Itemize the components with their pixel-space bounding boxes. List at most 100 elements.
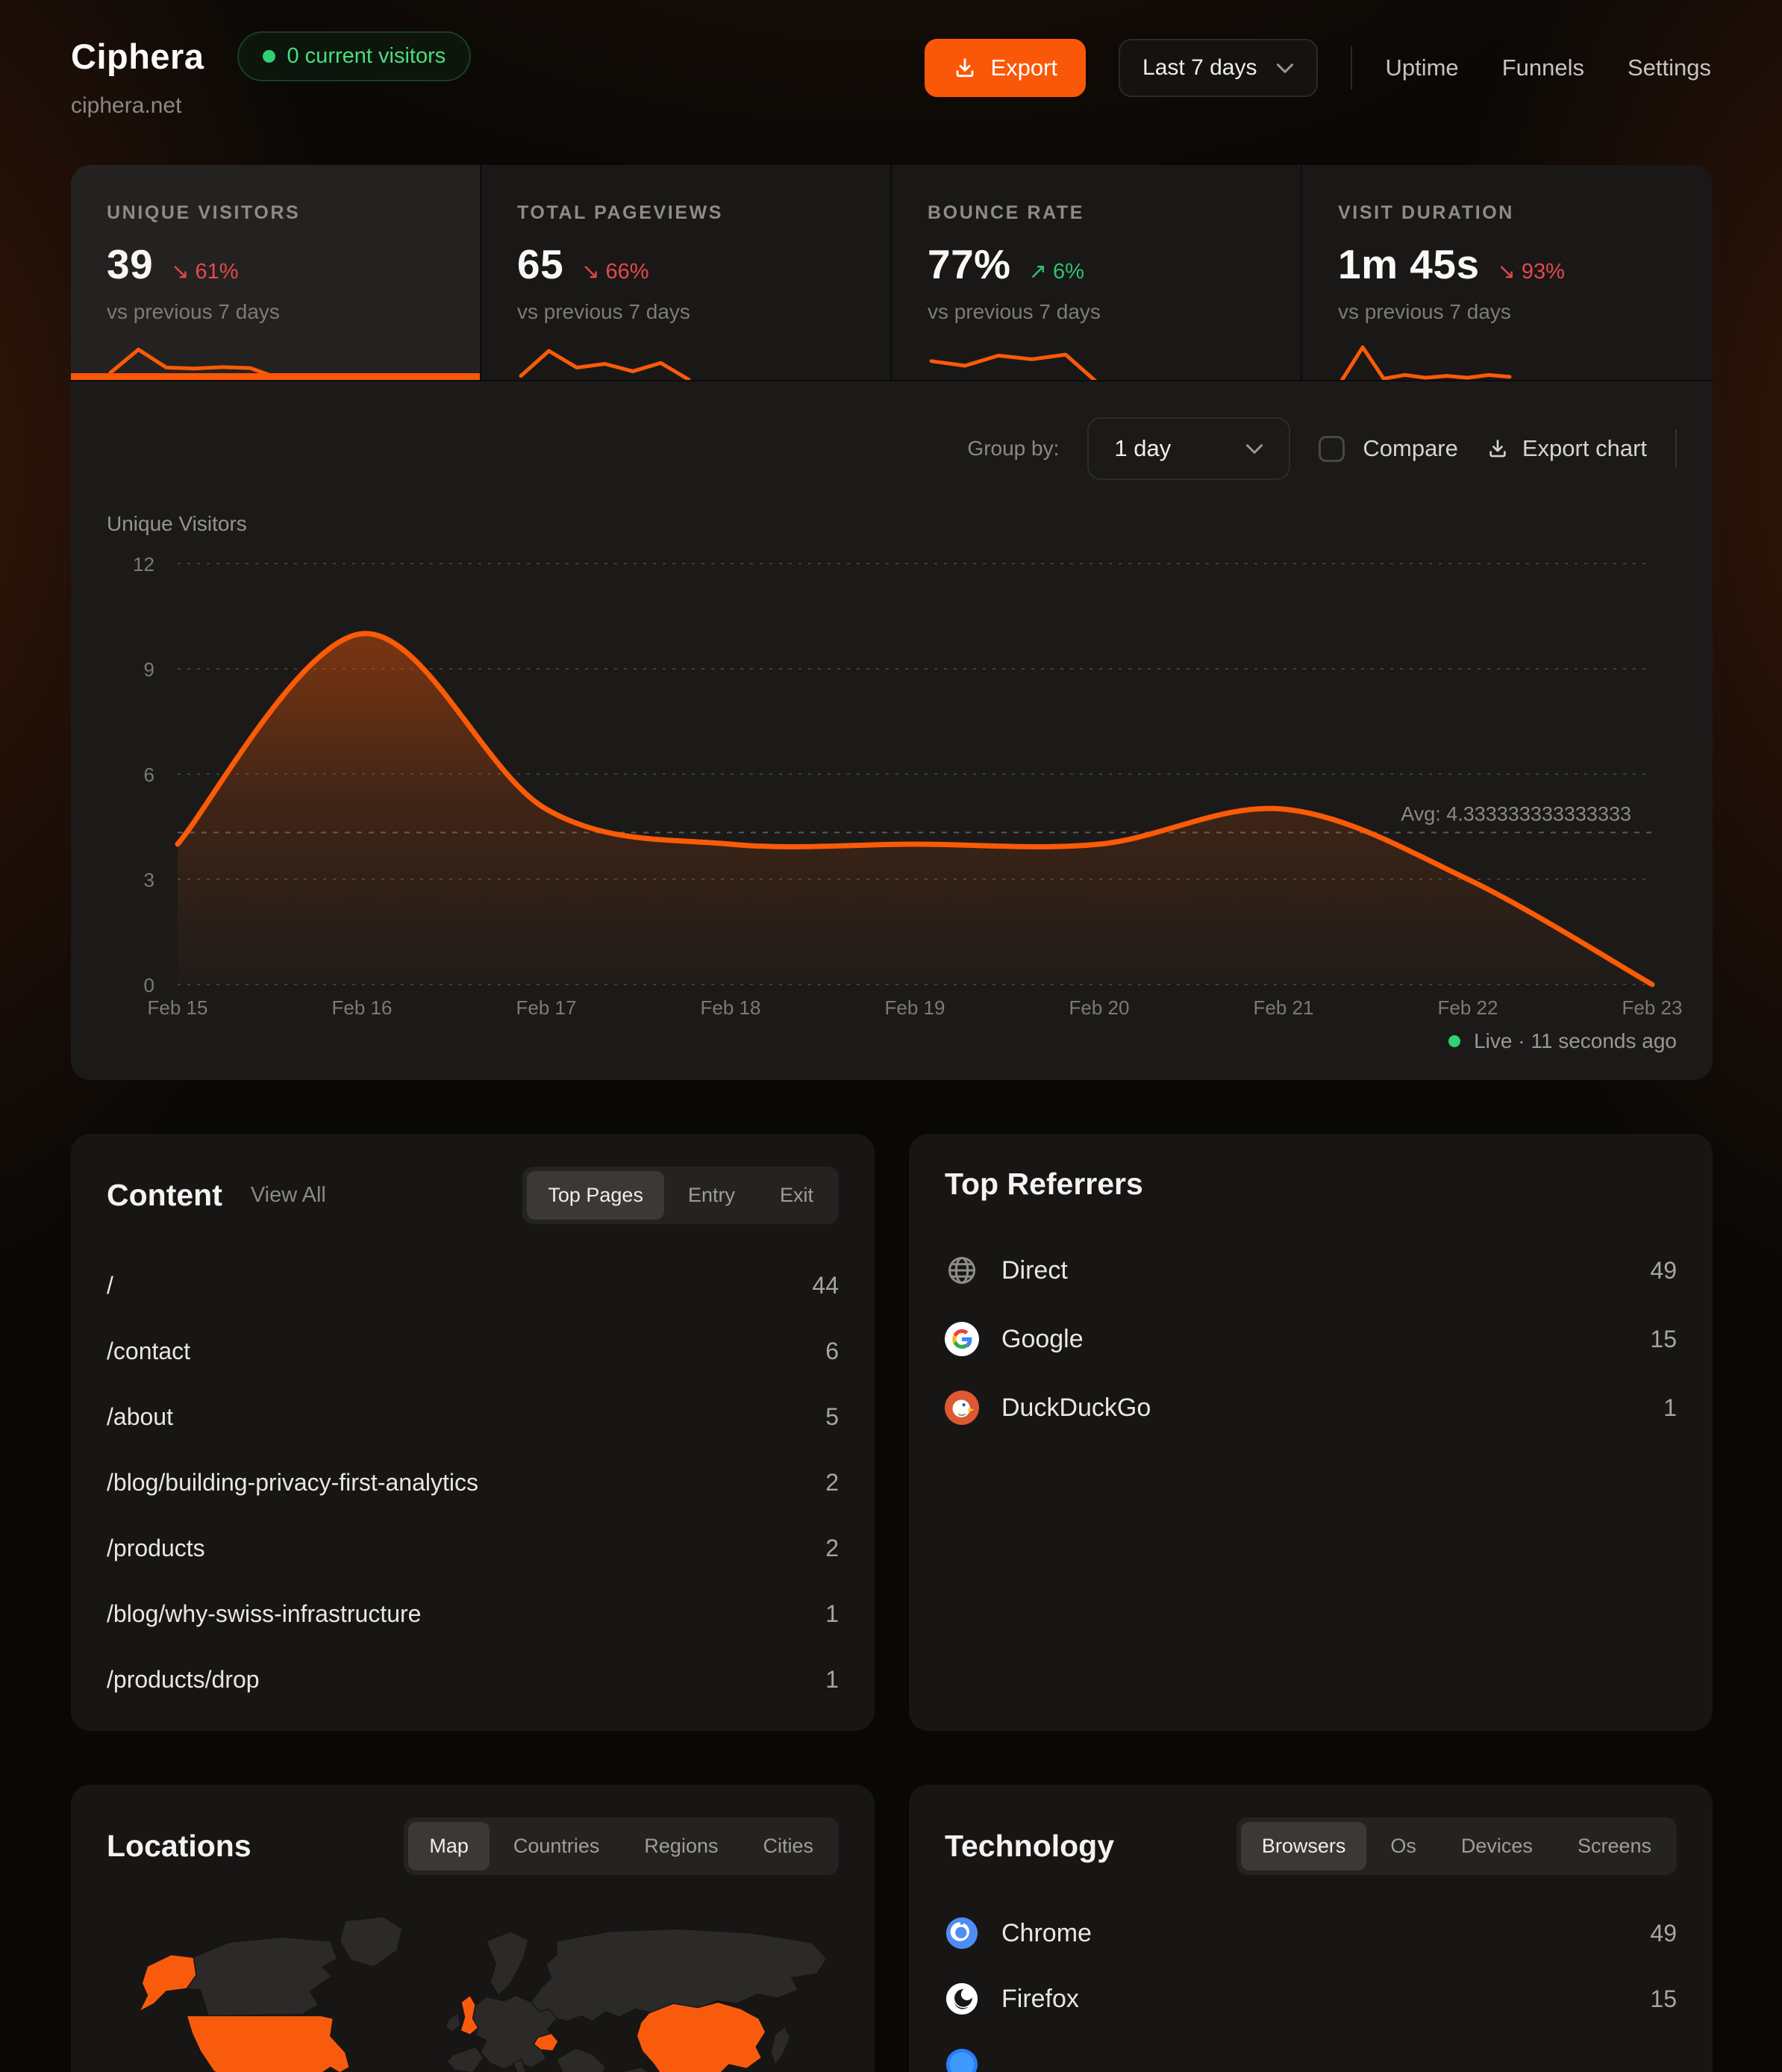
stat-delta: ↗ 6%	[1028, 260, 1084, 284]
tab-exit[interactable]: Exit	[779, 1184, 813, 1206]
middle-cards-row: Content View All Top Pages Entry Exit / 4…	[71, 1134, 1713, 1731]
chart-section: Group by: 1 day Compare Export chart	[71, 381, 1713, 1080]
svg-text:0: 0	[144, 974, 154, 996]
tab-cities[interactable]: Cities	[763, 1835, 813, 1857]
table-row[interactable]: / 44	[107, 1252, 839, 1318]
map-romania-highlight	[533, 2032, 559, 2052]
page-count: 6	[825, 1337, 839, 1364]
map-alaska-highlight	[138, 1954, 197, 2012]
svg-text:Feb 20: Feb 20	[1069, 996, 1130, 1019]
referrer-count: 1	[1663, 1394, 1677, 1421]
export-chart-button[interactable]: Export chart	[1486, 435, 1647, 462]
page-path: /	[107, 1271, 113, 1299]
table-row[interactable]: /products 2	[107, 1515, 839, 1581]
table-row[interactable]: /contact 6	[107, 1318, 839, 1384]
nav-uptime[interactable]: Uptime	[1385, 54, 1459, 81]
site-domain: ciphera.net	[71, 93, 182, 118]
current-visitors-badge[interactable]: 0 current visitors	[237, 31, 472, 81]
stat-visit-duration[interactable]: VISIT DURATION 1m 45s ↘ 93% vs previous …	[1302, 165, 1713, 380]
duckduckgo-icon	[945, 1391, 979, 1425]
nav-funnels[interactable]: Funnels	[1501, 54, 1584, 81]
stat-delta: ↘ 66%	[581, 260, 649, 284]
tab-top-pages[interactable]: Top Pages	[527, 1171, 664, 1220]
sparkline	[929, 352, 1098, 380]
site-title: Ciphera	[71, 37, 204, 76]
live-label: Live · 11 seconds ago	[1474, 1029, 1677, 1052]
table-row[interactable]: /blog/building-privacy-first-analytics 2	[107, 1450, 839, 1515]
list-item[interactable]	[945, 2032, 1677, 2072]
list-item[interactable]: Firefox 15	[945, 1966, 1677, 2032]
dashboard-panel: UNIQUE VISITORS 39 ↘ 61% vs previous 7 d…	[71, 165, 1713, 1080]
tab-countries[interactable]: Countries	[513, 1835, 600, 1857]
locations-tabs: Map Countries Regions Cities	[404, 1817, 839, 1875]
chart-controls: Group by: 1 day Compare Export chart	[107, 417, 1677, 480]
sparkline	[1339, 345, 1512, 380]
bottom-cards-row: Locations Map Countries Regions Cities	[71, 1785, 1713, 2072]
table-row[interactable]: /about 5	[107, 1384, 839, 1450]
list-item[interactable]: Direct 49	[945, 1236, 1677, 1305]
compare-checkbox[interactable]	[1319, 435, 1345, 462]
sparkline	[108, 347, 281, 380]
stat-compare: vs previous 7 days	[1338, 300, 1511, 323]
export-label: Export	[990, 54, 1058, 81]
stat-bounce-rate[interactable]: BOUNCE RATE 77% ↗ 6% vs previous 7 days	[892, 165, 1302, 380]
tab-map[interactable]: Map	[408, 1822, 490, 1870]
map-canada	[186, 1936, 338, 2017]
list-item[interactable]: Google 15	[945, 1305, 1677, 1373]
page-path: /about	[107, 1402, 173, 1430]
browser-count: 49	[1650, 1919, 1677, 1947]
svg-text:Feb 19: Feb 19	[885, 996, 945, 1019]
referrer-name: DuckDuckGo	[1001, 1393, 1151, 1422]
stats-row: UNIQUE VISITORS 39 ↘ 61% vs previous 7 d…	[71, 165, 1713, 381]
stat-value: 1m 45s	[1338, 241, 1480, 287]
tab-devices[interactable]: Devices	[1460, 1835, 1533, 1857]
chevron-down-icon	[1246, 443, 1263, 454]
group-by-select[interactable]: 1 day	[1087, 417, 1291, 480]
live-indicator: Live · 11 seconds ago	[107, 1029, 1677, 1053]
stat-value: 39	[107, 241, 154, 287]
unique-visitors-chart[interactable]: Unique Visitors 12 9 6 3 0 Avg: 4.333333333333…	[107, 496, 1682, 1019]
stat-value: 77%	[928, 241, 1011, 287]
view-all-link[interactable]: View All	[250, 1183, 326, 1207]
date-range-select[interactable]: Last 7 days	[1119, 39, 1319, 97]
header: Ciphera 0 current visitors ciphera.net E…	[0, 0, 1782, 119]
tab-browsers[interactable]: Browsers	[1240, 1822, 1367, 1870]
page-count: 1	[825, 1665, 839, 1693]
map-greenland	[339, 1916, 403, 1968]
referrer-name: Google	[1001, 1324, 1084, 1353]
tab-entry[interactable]: Entry	[687, 1184, 735, 1206]
group-by-label: Group by:	[967, 437, 1060, 460]
svg-text:Feb 16: Feb 16	[332, 996, 393, 1019]
list-item[interactable]: DuckDuckGo 1	[945, 1373, 1677, 1442]
map-iberia	[446, 2046, 484, 2072]
tab-screens[interactable]: Screens	[1577, 1835, 1651, 1857]
table-row[interactable]: /products/drop 1	[107, 1647, 839, 1712]
map-europe	[469, 1994, 557, 2070]
list-item[interactable]: Chrome 49	[945, 1900, 1677, 1966]
browser-name: Chrome	[1001, 1918, 1092, 1947]
compare-label: Compare	[1363, 435, 1458, 461]
browser-name: Firefox	[1001, 1984, 1079, 2013]
current-visitors-label: 0 current visitors	[287, 44, 446, 68]
tab-os[interactable]: Os	[1390, 1835, 1416, 1857]
locations-title: Locations	[107, 1829, 251, 1863]
technology-title: Technology	[945, 1829, 1115, 1863]
stat-unique-visitors[interactable]: UNIQUE VISITORS 39 ↘ 61% vs previous 7 d…	[71, 165, 481, 380]
stat-total-pageviews[interactable]: TOTAL PAGEVIEWS 65 ↘ 66% vs previous 7 d…	[481, 165, 892, 380]
referrers-card: Top Referrers Direct 49	[909, 1134, 1713, 1731]
world-map[interactable]	[107, 1902, 839, 2072]
svg-text:Feb 17: Feb 17	[516, 996, 577, 1019]
map-china-highlight	[636, 2001, 766, 2072]
content-rows: / 44 /contact 6 /about 5 /blog/building-pri…	[107, 1252, 839, 1712]
table-row[interactable]: /blog/why-swiss-infrastructure 1	[107, 1581, 839, 1647]
content-card: Content View All Top Pages Entry Exit / 4…	[71, 1134, 875, 1731]
tab-regions[interactable]: Regions	[644, 1835, 719, 1857]
page-path: /products/drop	[107, 1665, 260, 1693]
nav-settings[interactable]: Settings	[1627, 54, 1711, 81]
export-button[interactable]: Export	[925, 39, 1087, 97]
live-dot-icon	[1448, 1035, 1461, 1047]
safari-icon	[945, 2047, 979, 2072]
svg-text:9: 9	[144, 658, 154, 681]
svg-text:12: 12	[133, 553, 154, 575]
